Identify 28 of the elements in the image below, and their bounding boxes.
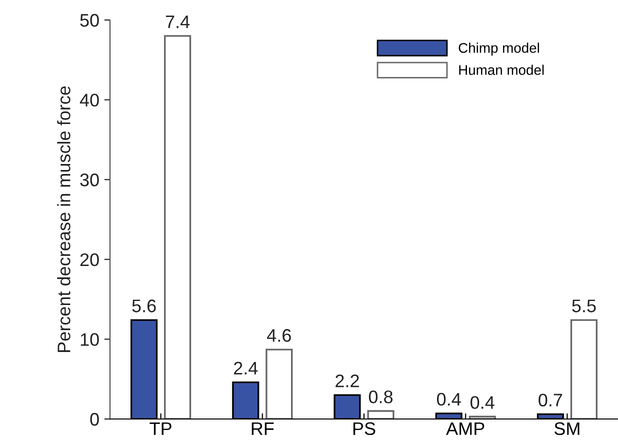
y-tick-label: 20 bbox=[80, 253, 99, 266]
legend-label: Chimp model bbox=[458, 42, 539, 56]
y-tick-label: 30 bbox=[80, 174, 99, 186]
annotation: 2.4 bbox=[234, 362, 258, 374]
x-tick-label: AMP bbox=[446, 422, 484, 435]
legend-label: Human model bbox=[459, 64, 544, 75]
y-axis-title: Percent decrease in muscle force bbox=[57, 86, 70, 352]
y-tick-label: 10 bbox=[80, 333, 99, 346]
annotation: 0.7 bbox=[538, 394, 562, 406]
x-tick-label: SM bbox=[554, 422, 580, 436]
annotation: 2.2 bbox=[336, 374, 359, 388]
bar bbox=[164, 35, 192, 419]
bar bbox=[266, 348, 293, 419]
annotation: 0.8 bbox=[368, 390, 393, 404]
annotation: 5.6 bbox=[132, 300, 156, 312]
annotation: 4.6 bbox=[267, 329, 291, 342]
bar bbox=[570, 319, 598, 419]
x-tick-label: PS bbox=[353, 422, 376, 436]
annotation: 0.4 bbox=[470, 396, 494, 409]
x-tick-label: RF bbox=[252, 422, 274, 435]
y-tick-label: 40 bbox=[80, 94, 99, 107]
x-tick-label: TP bbox=[150, 422, 172, 435]
y-tick-label: 0 bbox=[90, 412, 99, 426]
bar bbox=[367, 410, 394, 419]
y-tick-label: 50 bbox=[80, 14, 99, 27]
annotation: 0.4 bbox=[436, 392, 461, 406]
annotation: 7.4 bbox=[166, 16, 190, 28]
annotation: 5.5 bbox=[572, 300, 596, 312]
